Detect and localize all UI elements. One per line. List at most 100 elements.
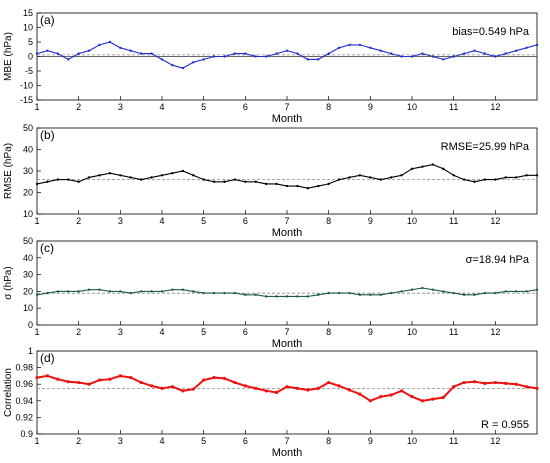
panel-b-point xyxy=(192,174,195,177)
panel-c-point xyxy=(139,290,143,293)
panel-b-point xyxy=(212,180,216,183)
panel-a-point xyxy=(514,49,518,52)
panel-d-xtick-label: 1 xyxy=(34,436,39,446)
panel-c-point xyxy=(514,290,518,293)
panel-c-point xyxy=(337,291,341,295)
panel-d-point xyxy=(389,393,393,397)
panel-b-xtick-label: 5 xyxy=(201,216,206,226)
panel-b-point xyxy=(462,178,466,181)
panel-d-point xyxy=(493,380,497,385)
panel-a-xtick-label: 1 xyxy=(34,102,39,112)
panel-d-point xyxy=(441,395,445,400)
panel-a-point xyxy=(87,49,91,52)
panel-a-label: (a) xyxy=(40,13,55,27)
panel-b-point xyxy=(369,176,372,179)
panel-d-ytick-label: 0.92 xyxy=(15,412,33,422)
panel-b-point xyxy=(223,180,226,183)
panel-d-point xyxy=(399,389,404,393)
panel-a-xtick-label: 7 xyxy=(284,102,289,112)
panel-d-point xyxy=(462,380,466,385)
panel-c-point xyxy=(410,288,414,291)
panel-d-point xyxy=(108,377,112,381)
panel-c-point xyxy=(35,293,39,296)
panel-d-point xyxy=(35,375,39,380)
panel-b-xtick-label: 8 xyxy=(326,216,331,226)
panel-c-point xyxy=(306,295,310,298)
panel-a-point xyxy=(119,46,122,49)
panel-c-point xyxy=(379,293,382,296)
panel-b-point xyxy=(233,178,237,181)
panel-d-point xyxy=(149,384,154,388)
panel-a-point xyxy=(181,66,185,70)
panel-a-xtick-label: 11 xyxy=(449,102,458,112)
panel-c-xtick-label: 11 xyxy=(449,327,458,337)
panel-d-point xyxy=(129,375,133,380)
panel-d-point xyxy=(212,375,216,380)
panel-c-ytick-label: 10 xyxy=(23,303,33,313)
panel-d-point xyxy=(379,395,383,399)
panel-b-point xyxy=(56,178,60,181)
panel-c-point xyxy=(348,291,351,295)
panel-d-xlabel: Month xyxy=(272,447,303,459)
panel-c-point xyxy=(442,290,445,293)
panel-a-point xyxy=(535,43,539,47)
panel-a-point xyxy=(473,49,476,52)
panel-c-point xyxy=(525,290,528,293)
panel-d-xtick-label: 3 xyxy=(118,436,123,446)
panel-a-point xyxy=(171,63,174,67)
panel-a-point xyxy=(494,55,497,58)
panel-a-ytick-label: -5 xyxy=(25,66,33,76)
panel-d-point xyxy=(431,397,435,401)
panel-d-xtick-label: 4 xyxy=(159,436,164,446)
panel-b-point xyxy=(442,167,445,171)
panel-c-point xyxy=(77,290,80,293)
panel-c-point xyxy=(462,293,466,296)
panel-d-point xyxy=(222,376,227,380)
panel-d-point xyxy=(66,380,70,384)
panel-a-ytick-label: -10 xyxy=(20,81,33,91)
panel-a-xtick-label: 6 xyxy=(243,102,248,112)
panel-a-point xyxy=(129,49,132,52)
panel-b-ytick-label: 40 xyxy=(23,145,33,155)
panel-c-point xyxy=(212,291,216,295)
panel-d-xtick-label: 11 xyxy=(449,436,458,446)
panel-d-point xyxy=(535,386,539,390)
panel-d-ytick-label: 0.98 xyxy=(15,363,33,373)
panel-a-point xyxy=(202,58,205,61)
panel-c-point xyxy=(421,286,424,290)
panel-b-point xyxy=(181,169,185,173)
panel-d-point xyxy=(254,386,258,390)
panel-a-point xyxy=(56,52,60,55)
panel-d-xtick-label: 2 xyxy=(76,436,81,446)
panel-b-point xyxy=(87,176,91,179)
panel-c-point xyxy=(223,291,226,295)
panel-a-point xyxy=(212,55,216,58)
panel-d-point xyxy=(420,399,425,403)
panel-d-point xyxy=(358,392,362,396)
panel-d-point xyxy=(45,374,50,378)
panel-a-ytick-label: 15 xyxy=(23,8,33,18)
panel-d-point xyxy=(337,384,341,388)
panel-b-point xyxy=(494,178,497,181)
panel-b-point xyxy=(535,174,539,177)
panel-d-xtick-label: 12 xyxy=(490,436,500,446)
panel-a-point xyxy=(483,52,487,55)
panel-c-ytick-label: 20 xyxy=(23,286,33,296)
panel-d-point xyxy=(181,389,185,393)
panel-b-xtick-label: 4 xyxy=(159,216,164,226)
panel-c-xtick-label: 2 xyxy=(76,327,81,337)
panel-b-ytick-label: 10 xyxy=(23,209,33,219)
panel-a-xtick-label: 12 xyxy=(490,102,500,112)
panel-b-xtick-label: 10 xyxy=(407,216,417,226)
panel-d-label: (d) xyxy=(40,351,55,365)
panel-c-point xyxy=(431,288,435,291)
panel-b-xtick-label: 9 xyxy=(368,216,373,226)
panel-a-point xyxy=(410,55,414,58)
panel-b-point xyxy=(525,174,528,177)
panel-c-xtick-label: 7 xyxy=(284,327,289,337)
panel-c-point xyxy=(494,291,497,295)
panel-c-point xyxy=(400,290,403,293)
panel-d-annotation: R = 0.955 xyxy=(481,419,529,431)
